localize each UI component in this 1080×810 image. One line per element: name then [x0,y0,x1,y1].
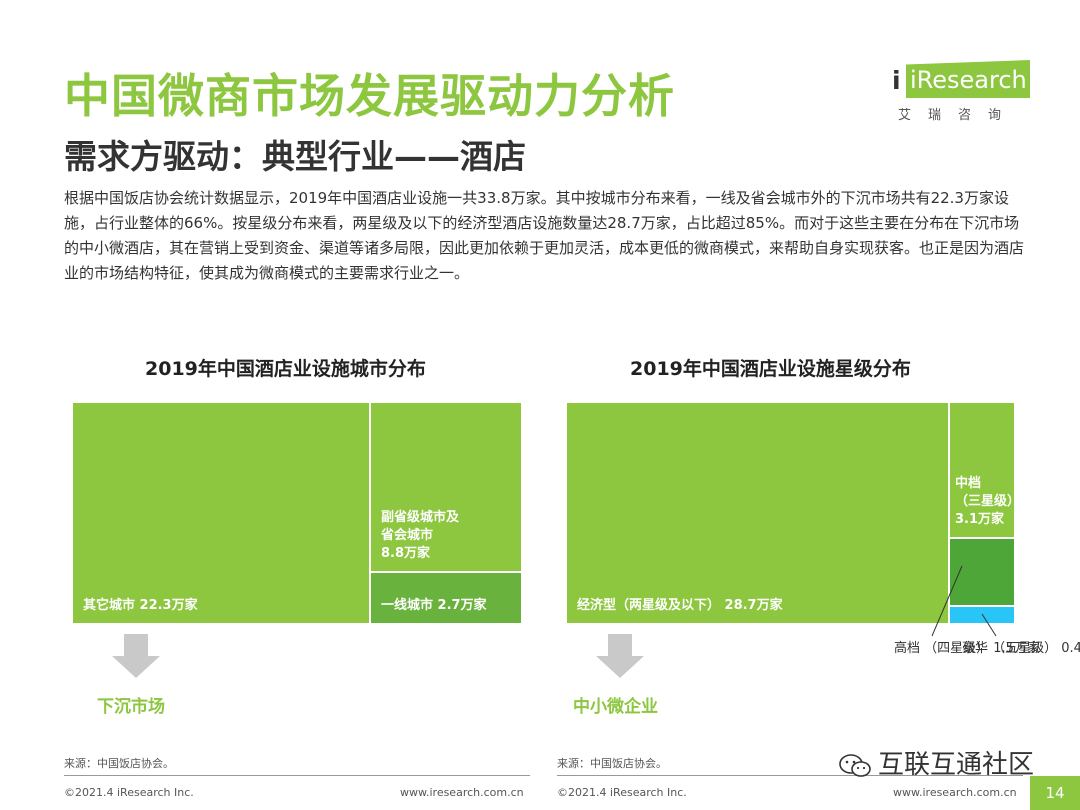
footer-url-right: www.iresearch.com.cn [893,786,1017,799]
treemap-label-midscale: 中档 （三星级） 3.1万家 [955,476,1021,527]
logo-i-letter: i [892,66,901,95]
footer-url-left: www.iresearch.com.cn [400,786,524,799]
page-number: 14 [1030,776,1080,810]
treemap-cell-tier1-cities: 一线城市 2.7万家 [370,572,522,624]
logo-brand-text: iResearch [910,66,1027,94]
iresearch-logo: i iResearch 艾瑞咨询 [892,58,1032,128]
treemap-cell-economy: 经济型（两星级及以下） 28.7万家 [566,402,949,624]
arrow-label-smb: 中小微企业 [573,697,658,717]
treemap-cell-provincial-cities: 副省级城市及 省会城市 8.8万家 [370,402,522,572]
footer-divider-right [557,775,1023,776]
page-title: 中国微商市场发展驱动力分析 [64,69,675,123]
footer-divider-left [64,775,530,776]
chart-star-title: 2019年中国酒店业设施星级分布 [630,358,911,380]
watermark-text: 互联互通社区 [878,750,1035,780]
page-subtitle: 需求方驱动：典型行业——酒店 [64,137,526,176]
treemap-label-provincial-cities: 副省级城市及 省会城市 8.8万家 [381,510,460,561]
watermark: 互联互通社区 [838,744,1034,781]
treemap-label-economy: 经济型（两星级及以下） 28.7万家 [577,598,783,613]
source-right: 来源：中国饭店协会。 [557,757,667,770]
wechat-icon [839,753,871,777]
treemap-cell-luxury [949,606,1015,624]
logo-bar [906,60,1030,98]
footer-copyright-left: ©2021.4 iResearch Inc. [64,786,194,799]
callout-luxury: 豪华 （五星级） 0.4万家 [962,641,1080,656]
chart-city-title: 2019年中国酒店业设施城市分布 [145,358,426,380]
treemap-label-other-cities: 其它城市 22.3万家 [83,598,198,613]
source-left: 来源：中国饭店协会。 [64,757,174,770]
callout-upscale: 高档 （四星级） 1.5万家 [894,641,1040,656]
treemap-cell-midscale: 中档 （三星级） 3.1万家 [949,402,1020,538]
treemap-cell-upscale [949,538,1015,606]
logo-chinese-text: 艾瑞咨询 [898,108,1019,123]
arrow-label-lower-tier: 下沉市场 [97,697,165,717]
treemap-cell-other-cities: 其它城市 22.3万家 [72,402,370,624]
treemap-label-tier1-cities: 一线城市 2.7万家 [381,598,487,613]
footer-copyright-right: ©2021.4 iResearch Inc. [557,786,687,799]
intro-paragraph: 根据中国饭店协会统计数据显示，2019年中国酒店业设施一共33.8万家。其中按城… [64,189,1025,282]
